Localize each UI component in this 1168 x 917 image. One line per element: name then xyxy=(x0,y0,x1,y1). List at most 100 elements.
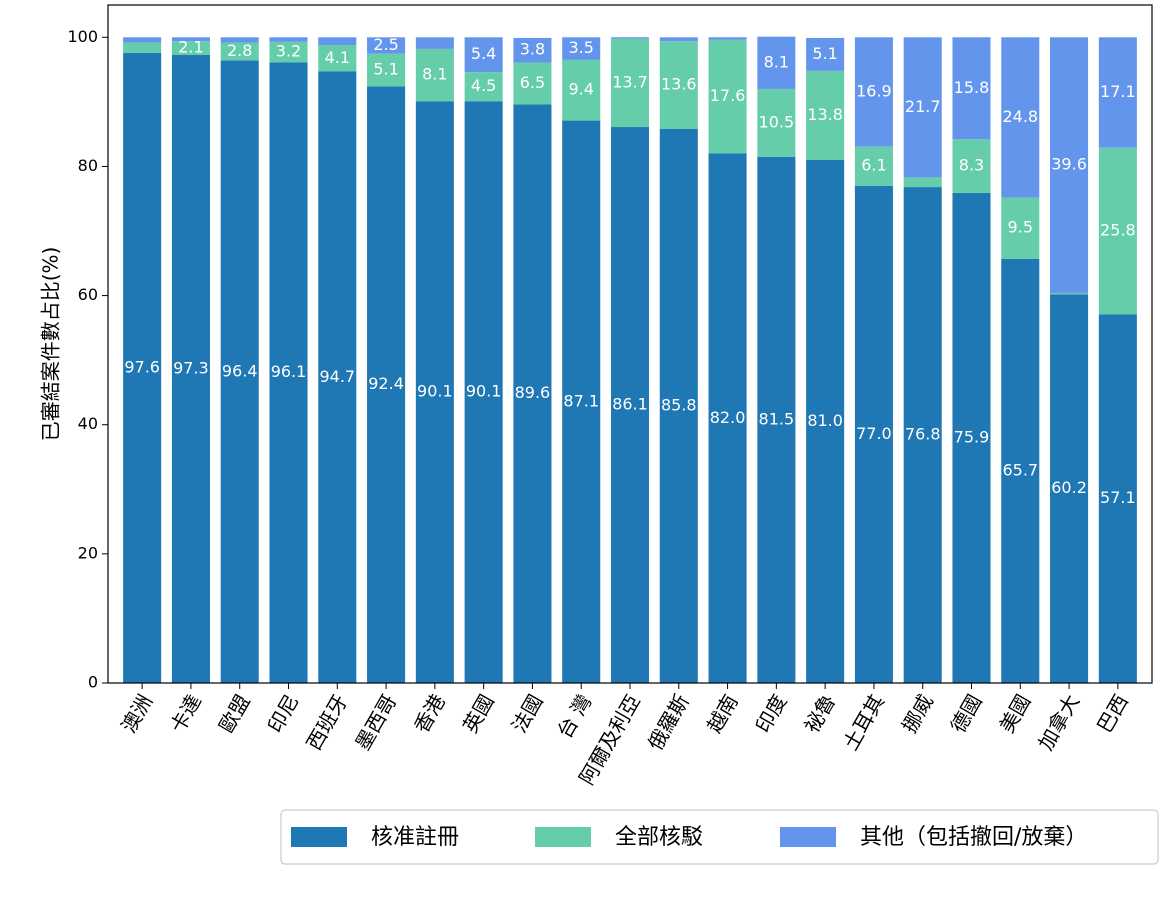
y-tick-label: 100 xyxy=(67,27,98,46)
y-tick-label: 0 xyxy=(88,673,98,692)
bar-segment xyxy=(854,146,893,186)
data-label: 97.6 xyxy=(124,357,160,376)
data-label: 90.1 xyxy=(417,382,453,401)
data-label: 8.1 xyxy=(422,65,447,84)
bar-segment xyxy=(1050,292,1089,295)
data-label: 60.2 xyxy=(1051,478,1087,497)
bar-segment xyxy=(415,37,454,49)
bar-segment xyxy=(1098,314,1137,683)
bars-layer xyxy=(123,36,1137,684)
bar-segment xyxy=(610,38,650,128)
data-label: 24.8 xyxy=(1002,107,1038,126)
bar-segment xyxy=(464,101,503,683)
data-label: 96.4 xyxy=(222,361,258,380)
bar-segment xyxy=(562,120,601,683)
bar-segment xyxy=(513,104,552,683)
data-label: 96.1 xyxy=(271,362,307,381)
x-tick-label: 挪威 xyxy=(897,690,938,737)
legend-label: 其他（包括撤回/放棄） xyxy=(860,825,1087,850)
data-label: 2.1 xyxy=(178,37,203,56)
bar-segment xyxy=(757,156,796,683)
y-tick-label: 80 xyxy=(78,156,98,175)
bar-segment xyxy=(171,41,210,55)
x-tick-label: 祕魯 xyxy=(799,690,840,737)
bar-segment xyxy=(220,37,259,43)
bar-segment xyxy=(464,72,503,102)
data-label: 5.4 xyxy=(471,44,496,63)
bar-segment xyxy=(952,37,991,140)
bar-segment xyxy=(952,192,991,683)
data-label: 6.1 xyxy=(861,156,886,175)
bar-segment xyxy=(806,37,845,71)
bar-segment xyxy=(269,37,308,42)
bar-segment xyxy=(854,37,893,147)
legend-swatch xyxy=(535,827,591,847)
bar-segment xyxy=(610,127,650,684)
data-label: 5.1 xyxy=(373,59,398,78)
x-tick-label: 加拿大 xyxy=(1033,690,1084,754)
bar-segment xyxy=(659,41,698,129)
y-tick-label: 60 xyxy=(78,285,98,304)
data-label: 2.8 xyxy=(227,41,252,60)
bar-segment xyxy=(708,37,747,40)
data-label: 21.7 xyxy=(905,97,941,116)
data-label: 77.0 xyxy=(856,424,892,443)
bar-segment xyxy=(806,159,845,683)
data-label: 13.6 xyxy=(661,75,697,94)
data-label: 17.1 xyxy=(1100,82,1136,101)
data-label: 3.2 xyxy=(276,42,301,61)
bar-segment xyxy=(1001,37,1040,198)
bar-segment xyxy=(171,54,210,684)
bar-segment xyxy=(318,45,357,72)
data-label: 25.8 xyxy=(1100,221,1136,240)
x-tick-label: 俄羅斯 xyxy=(643,690,694,754)
bar-segment xyxy=(318,71,357,684)
bar-segment xyxy=(415,101,454,683)
data-label: 3.8 xyxy=(520,40,545,59)
data-label: 16.9 xyxy=(856,81,892,100)
data-label: 13.8 xyxy=(807,105,843,124)
data-label: 86.1 xyxy=(612,395,648,414)
data-label: 89.6 xyxy=(515,383,551,402)
data-label: 8.3 xyxy=(959,156,984,175)
x-tick-label: 卡達 xyxy=(165,690,206,737)
bar-segment xyxy=(220,60,259,683)
data-label: 3.5 xyxy=(568,38,593,57)
bar-segment xyxy=(903,187,942,683)
data-label: 17.6 xyxy=(710,86,746,105)
bar-segment xyxy=(415,48,454,102)
bar-segment xyxy=(708,39,747,154)
data-label: 76.8 xyxy=(905,425,941,444)
y-tick-label: 20 xyxy=(78,543,98,562)
bar-segment xyxy=(806,70,845,160)
data-label: 82.0 xyxy=(710,408,746,427)
bar-segment xyxy=(123,42,162,53)
data-label: 75.9 xyxy=(954,427,990,446)
bar-segment xyxy=(757,36,796,89)
legend-swatch xyxy=(291,827,347,847)
x-tick-label: 越南 xyxy=(702,690,743,737)
data-label: 85.8 xyxy=(661,395,697,414)
x-tick-label: 香港 xyxy=(409,690,450,737)
data-label: 4.5 xyxy=(471,76,496,95)
x-tick-label: 西班牙 xyxy=(302,690,353,754)
bar-segment xyxy=(220,42,259,61)
bar-segment xyxy=(1001,197,1040,259)
data-label: 57.1 xyxy=(1100,488,1136,507)
bar-segment xyxy=(513,37,552,63)
bar-segment xyxy=(1050,294,1089,683)
legend-frame xyxy=(280,809,1159,865)
bar-segment xyxy=(318,37,357,46)
bar-segment xyxy=(610,37,650,39)
bar-segment xyxy=(708,153,747,683)
bar-segment xyxy=(269,62,308,684)
data-label: 65.7 xyxy=(1002,460,1038,479)
x-tick-label: 澳洲 xyxy=(116,690,157,737)
bar-segment xyxy=(464,37,503,73)
bar-segment xyxy=(1098,147,1137,315)
data-label: 81.5 xyxy=(759,409,795,428)
bar-segment xyxy=(123,52,162,684)
x-tick-label: 土耳其 xyxy=(838,690,889,754)
bar-segment xyxy=(757,88,796,157)
